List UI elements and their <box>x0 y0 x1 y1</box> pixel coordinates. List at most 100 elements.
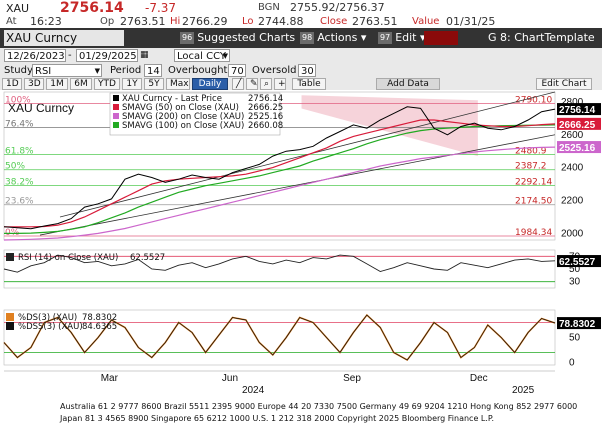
study-dropdown[interactable]: RSI <box>32 64 102 78</box>
legend-swatch <box>113 122 119 128</box>
start-date-field[interactable]: 12/26/2023 <box>4 49 66 62</box>
suggested-charts-menu[interactable]: 96 Suggested Charts <box>180 30 295 46</box>
sma50-line <box>4 119 556 228</box>
end-date-field[interactable]: 01/29/2025 <box>76 49 138 62</box>
rsi-value-tag-bg <box>557 255 601 268</box>
dss-dss-line <box>3 314 556 361</box>
dss-legend-value-2: 84.6365 <box>82 322 117 332</box>
x-axis-year-label: 2024 <box>242 385 265 396</box>
x-axis: Mar Jun Sep Dec 2024 2025 <box>4 370 555 396</box>
crosshair-icon[interactable]: + <box>274 78 286 90</box>
price-tag-value: 2525.16 <box>559 143 596 154</box>
oversold-input[interactable]: 30 <box>298 64 316 77</box>
quote-close: 2763.51 <box>352 15 398 28</box>
actions-menu[interactable]: 98 Actions ▾ <box>300 31 367 44</box>
fib-level-tag: 2790.10 <box>515 95 552 105</box>
currency-dropdown[interactable]: Local CCY <box>174 49 230 63</box>
rsi-tick-label: 50 <box>569 264 581 275</box>
range-row: 1D 3D 1M 6M YTD 1Y 5Y Max Daily ▾ ╱ ✎ ⌕ … <box>0 77 602 99</box>
chart-title: XAU Curncy <box>8 101 74 115</box>
dss-frame <box>3 309 556 366</box>
legend-swatch <box>113 95 119 101</box>
chart-template-label: G 8: ChartTemplate <box>488 31 595 44</box>
line-chart-icon[interactable]: ╱ <box>232 78 244 90</box>
fib-level-tag: 2387.2 <box>515 162 547 172</box>
x-axis-month-label: Mar <box>101 373 119 384</box>
footer-line-1: Australia 61 2 9777 8600 Brazil 5511 239… <box>60 402 577 411</box>
legend-series-value: 2666.25 <box>248 103 283 113</box>
rsi-value-tag: 62.5527 <box>559 257 596 268</box>
quote-bid-label: BGN <box>258 2 280 13</box>
price-tag-value: 2666.25 <box>559 120 596 131</box>
draw-icon[interactable]: ✎ <box>246 78 258 90</box>
rsi-legend-label: RSI (14) on Close (XAU) <box>18 253 118 263</box>
quote-value-date: 01/31/25 <box>446 15 496 28</box>
quote-time-label: At <box>6 16 17 27</box>
fib-level-tag: 2174.50 <box>515 197 552 207</box>
sma200-line <box>3 146 556 241</box>
footer-line-2: Japan 81 3 4565 8900 Singapore 65 6212 1… <box>59 414 494 423</box>
rsi-tick-label: 30 <box>569 277 581 288</box>
legend-series-name: XAU Curncy - Last Price <box>122 94 222 104</box>
legend-series-value: 2525.16 <box>248 112 283 122</box>
calendar-icon[interactable]: ▦ <box>140 50 149 60</box>
range-button-1m[interactable]: 1M <box>46 78 68 90</box>
range-button-ytd[interactable]: YTD <box>94 78 120 90</box>
edit-chart-button[interactable]: Edit Chart <box>536 78 592 90</box>
rsi-line <box>3 254 556 273</box>
y-axis-tick-label: 2200 <box>561 196 584 207</box>
range-button-3d[interactable]: 3D <box>24 78 44 90</box>
frequency-dropdown[interactable]: Daily ▾ <box>192 78 228 99</box>
fib-level-label: 100% <box>5 95 31 105</box>
range-button-6m[interactable]: 6M <box>70 78 92 90</box>
date-separator: - <box>68 50 72 61</box>
rsi-legend-value: 62.5527 <box>130 253 165 263</box>
legend-series-name: SMAVG (100) on Close (XAU) <box>122 121 244 131</box>
overbought-input[interactable]: 70 <box>228 64 246 77</box>
x-axis-month-label: Jun <box>222 373 238 384</box>
quote-open-label: Op <box>100 16 115 27</box>
range-button-5y[interactable]: 5Y <box>144 78 164 90</box>
table-button[interactable]: Table <box>292 78 326 90</box>
period-label: Period <box>110 65 142 76</box>
legend-series-value: 2756.14 <box>248 94 283 104</box>
toolbar: XAU Curncy 96 Suggested Charts 98 Actions … <box>0 28 602 48</box>
zoom-icon[interactable]: ⌕ <box>260 78 272 90</box>
quote-ticker: XAU <box>6 2 30 15</box>
range-button-1y[interactable]: 1Y <box>122 78 142 90</box>
period-input[interactable]: 14 <box>144 64 162 77</box>
quote-high-label: Hi <box>170 16 181 27</box>
x-axis-month-label: Dec <box>470 373 488 384</box>
fib-level-tag: 2292.14 <box>515 177 552 187</box>
study-label: Study <box>4 65 33 76</box>
fib-level-label: 61.8% <box>5 146 34 156</box>
y-axis-tick-label: 2000 <box>561 228 584 239</box>
range-button-max[interactable]: Max <box>166 78 190 90</box>
rsi-panel: RSI (14) on Close (XAU)62.552770503062.5… <box>3 249 601 289</box>
menu-number-badge: 96 <box>180 32 195 44</box>
color-swatch[interactable] <box>424 31 458 45</box>
dss-legend-swatch-2 <box>6 322 14 330</box>
menu-number-badge: 98 <box>300 32 315 44</box>
range-button-1d[interactable]: 1D <box>2 78 22 90</box>
y-axis-tick-label: 2800 <box>561 97 584 108</box>
price-plot-frame <box>3 91 556 241</box>
dss-legend-value-1: 78.8302 <box>82 313 117 323</box>
fib-level-label: 23.6% <box>5 197 34 207</box>
y-axis-tick-label: 2600 <box>561 130 584 141</box>
dss-value-tag-bg <box>557 317 601 330</box>
legend-box <box>109 92 281 136</box>
price-line <box>3 106 556 230</box>
security-input[interactable]: XAU Curncy <box>4 30 124 46</box>
study-row: Study RSI Period 14 Overbought 70 Overso… <box>0 64 602 78</box>
add-data-button[interactable]: Add Data <box>376 78 440 90</box>
quote-bar: XAU 2756.14 -7.37 BGN 2755.92/2756.37 At… <box>0 0 602 28</box>
edit-menu[interactable]: 97 Edit ▾ <box>378 31 426 44</box>
price-tag-value: 2756.14 <box>559 105 596 116</box>
dss-tick-label: 50 <box>569 333 581 344</box>
fib-level-label: 76.4% <box>5 120 34 130</box>
legend-series-name: SMAVG (200) on Close (XAU) <box>122 112 244 122</box>
quote-change: -7.37 <box>145 1 177 15</box>
